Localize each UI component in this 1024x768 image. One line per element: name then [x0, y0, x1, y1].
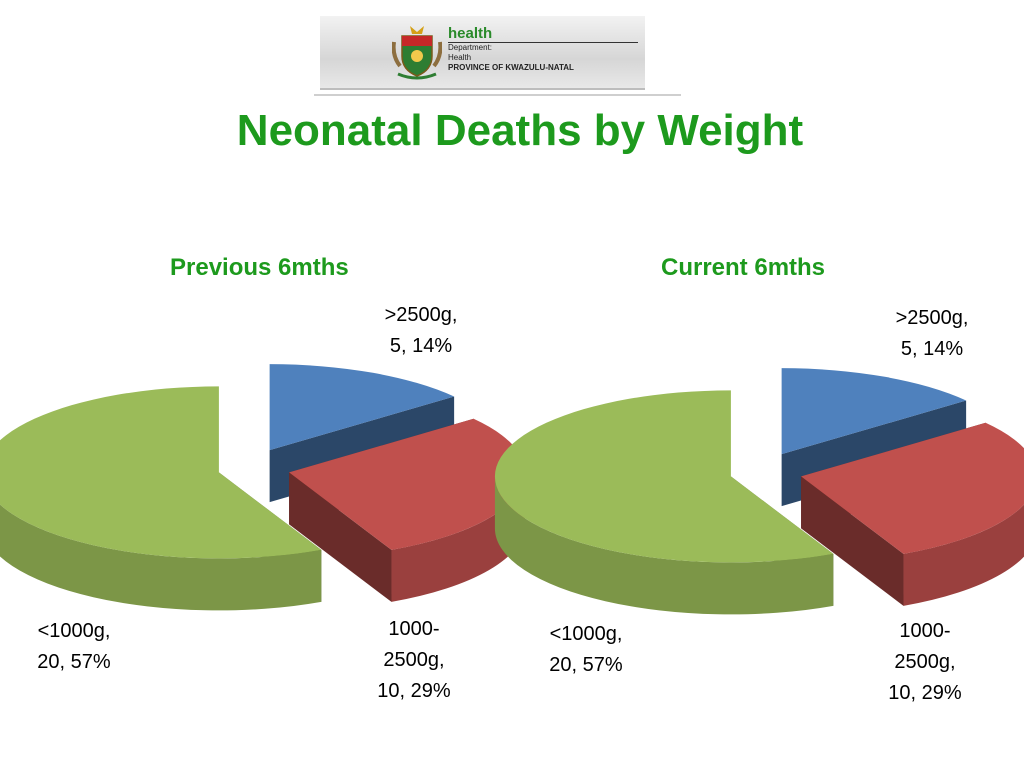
logo-province-line: PROVINCE OF KWAZULU-NATAL: [448, 63, 574, 72]
pie-slice-top: [494, 390, 834, 563]
chart-title-current: Current 6mths: [661, 254, 826, 281]
label-line: >2500g,: [384, 304, 458, 326]
chart-title-previous: Previous 6mths: [170, 254, 349, 281]
label-line: 1000-: [899, 620, 951, 642]
pie-slice-wall: [494, 476, 834, 615]
pie-slice: [494, 390, 834, 615]
data-label-over-2500g: >2500g, 5, 14%: [876, 303, 988, 365]
pie-slice-side: [289, 472, 392, 602]
pie-slice-top: [289, 418, 526, 550]
pie-slice: [289, 418, 526, 602]
pie-slice-wall: [0, 504, 322, 611]
coat-of-arms-icon: [392, 26, 442, 80]
pie-slice-side: [801, 476, 904, 606]
pie-slice: [801, 422, 1024, 606]
logo-health-line: Health: [448, 53, 472, 62]
label-line: 5, 14%: [900, 338, 964, 360]
label-line: <1000g,: [549, 623, 623, 645]
data-label-1000-2500g: 1000- 2500g, 10, 29%: [358, 614, 470, 707]
label-line: 2500g,: [894, 651, 956, 673]
label-line: 10, 29%: [888, 682, 962, 704]
logo-health-word: health: [448, 26, 638, 43]
logo-department-line: Department:: [448, 43, 493, 52]
label-line: 10, 29%: [377, 680, 451, 702]
pie-slice-top: [269, 364, 455, 451]
pie-slice-wall: [903, 504, 1024, 606]
label-line: 1000-: [388, 618, 440, 640]
page-title: Neonatal Deaths by Weight: [236, 106, 804, 155]
label-line: <1000g,: [37, 620, 111, 642]
department-logo-banner: health Department: Health PROVINCE OF KW…: [314, 16, 681, 96]
label-line: 20, 57%: [37, 651, 111, 673]
data-label-over-2500g: >2500g, 5, 14%: [365, 300, 477, 362]
label-line: >2500g,: [895, 307, 969, 329]
pie-slice-top: [0, 386, 322, 559]
header-divider: [314, 94, 681, 96]
data-label-under-1000g: <1000g, 20, 57%: [18, 616, 130, 678]
pie-slice-wall: [391, 472, 526, 602]
pie-slice: [0, 386, 322, 611]
data-label-under-1000g: <1000g, 20, 57%: [530, 619, 642, 681]
logo-text: health Department: Health PROVINCE OF KW…: [448, 26, 638, 73]
label-line: 5, 14%: [389, 335, 453, 357]
data-label-1000-2500g: 1000- 2500g, 10, 29%: [869, 616, 981, 709]
label-line: 2500g,: [383, 649, 445, 671]
pie-slice-top: [781, 368, 967, 455]
pie-slice-top: [801, 422, 1024, 554]
label-line: 20, 57%: [549, 654, 623, 676]
